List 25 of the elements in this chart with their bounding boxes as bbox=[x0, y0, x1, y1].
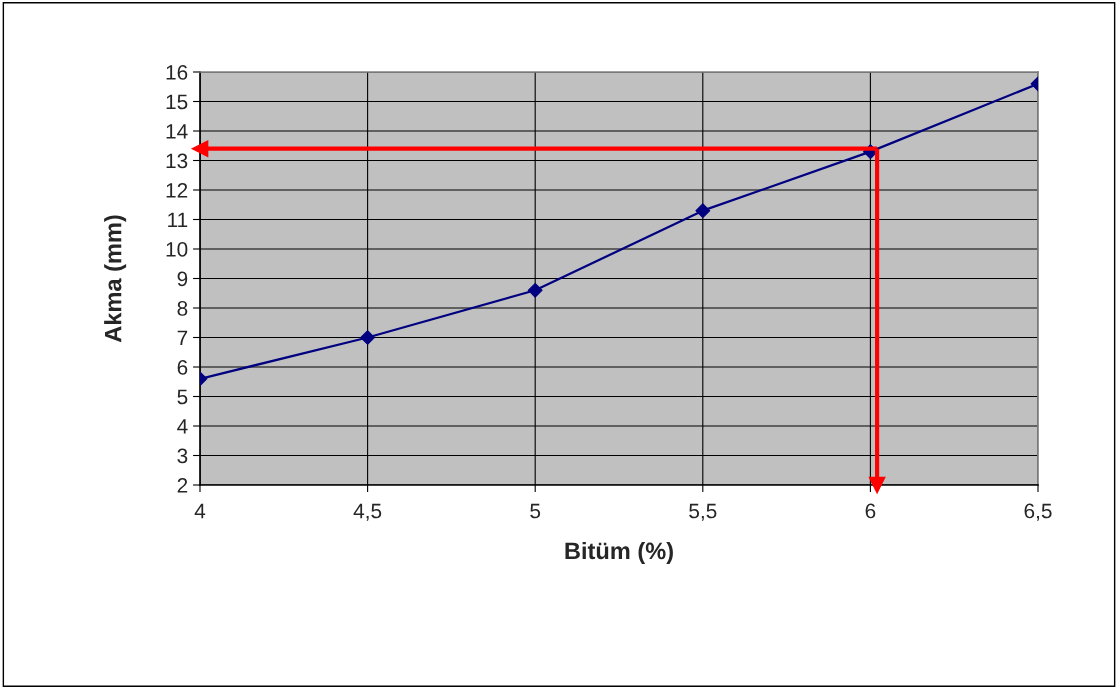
point bbox=[695, 203, 711, 219]
y-tick-label: 16 bbox=[166, 65, 188, 80]
y-tick-label: 9 bbox=[177, 271, 188, 287]
x-axis-title: Bitüm (%) bbox=[565, 541, 673, 564]
x-tick-label: 6,5 bbox=[1024, 503, 1052, 521]
y-tick-label: 2 bbox=[177, 478, 188, 493]
y-tick-label: 12 bbox=[166, 183, 188, 198]
y-tick-label: 8 bbox=[177, 301, 188, 316]
y-tick-label: 14 bbox=[166, 124, 188, 139]
x-tick-label: 4 bbox=[194, 503, 206, 519]
y-tick-label: 4 bbox=[177, 419, 188, 434]
x-tick-label: 6 bbox=[865, 503, 876, 519]
y-tick-label: 15 bbox=[166, 94, 188, 110]
y-tick-label: 3 bbox=[177, 448, 188, 464]
y-tick-label: 11 bbox=[168, 212, 188, 228]
x-tick-label: 5,5 bbox=[689, 503, 717, 521]
y-tick-label: 5 bbox=[177, 389, 188, 405]
y-tick-label: 13 bbox=[166, 153, 188, 169]
y-tick-label: 7 bbox=[177, 330, 188, 346]
y-axis-title: Akma (mm) bbox=[104, 215, 127, 343]
y-tick-label: 10 bbox=[166, 242, 188, 257]
x-tick-label: 4,5 bbox=[353, 503, 382, 521]
point bbox=[527, 282, 543, 298]
x-tick-label: 5 bbox=[530, 503, 541, 519]
y-tick-label: 6 bbox=[177, 360, 188, 375]
